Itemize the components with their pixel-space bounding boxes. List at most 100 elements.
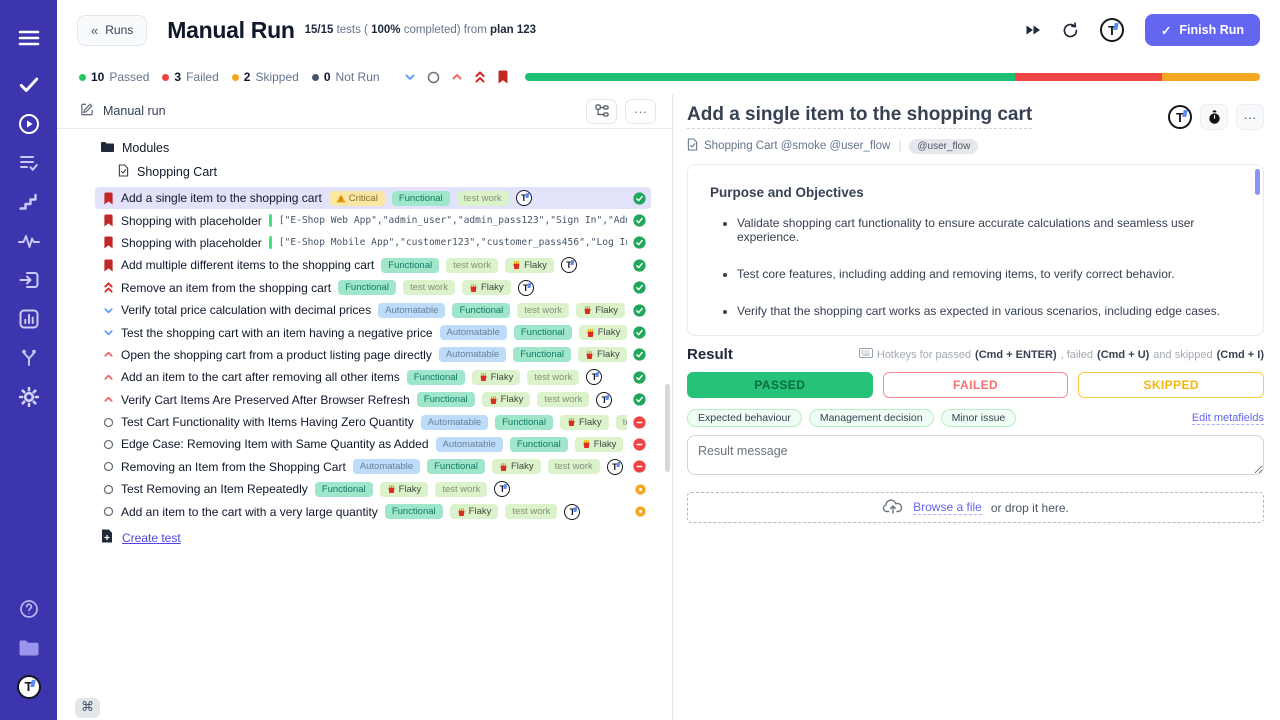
test-rows: Add a single item to the shopping cart Cr… [57,187,672,523]
detail-more-icon[interactable]: ··· [1236,104,1264,130]
tag-badge-functional: Functional [314,481,373,497]
assignee-avatar[interactable]: T [1168,105,1192,129]
edit-metafields-link[interactable]: Edit metafields [1191,411,1264,425]
circle-priority-icon [102,484,114,495]
hotkey-skipped: (Cmd + I) [1216,348,1264,361]
browse-file-link[interactable]: Browse a file [913,500,982,515]
status-passed-icon [633,326,646,339]
tree-header: Manual run ··· [57,94,672,129]
test-row[interactable]: Verify total price calculation with deci… [95,299,651,321]
projects-folder-icon[interactable] [0,628,57,667]
filter-bookmark-icon[interactable] [497,70,509,84]
finish-run-button[interactable]: ✓ Finish Run [1144,14,1260,46]
passed-button[interactable]: PASSED [687,372,873,398]
tag-badge-testwork: test work [456,190,509,206]
tag-badge-automatable: Automatable [420,414,489,430]
test-row[interactable]: Remove an item from the shopping cart Fun… [95,277,651,299]
stopwatch-icon[interactable] [1200,104,1228,130]
tag-badge-flaky: Flaky [471,369,521,385]
metafield-management-decision[interactable]: Management decision [808,409,934,427]
test-row[interactable]: Removing an Item from the Shopping Cart A… [95,456,651,478]
result-section: Result Hotkeys for passed (Cmd + ENTER) … [687,346,1265,523]
test-row[interactable]: Edge Case: Removing Item with Same Quant… [95,433,651,455]
metafield-minor-issue[interactable]: Minor issue [940,409,1017,427]
test-row[interactable]: Test Cart Functionality with Items Havin… [95,411,651,433]
tag-pill[interactable]: @user_flow [909,138,979,154]
status-passed-icon [633,304,646,317]
metafield-expected-behaviour[interactable]: Expected behaviour [687,409,802,427]
steps-icon[interactable] [0,182,57,221]
create-test-row[interactable]: Create test [57,529,672,548]
test-row[interactable]: Shopping with placeholder ["E-Shop Mobile… [95,232,651,254]
help-icon[interactable] [0,589,57,628]
passed-count: 10 [91,70,105,84]
user-logo[interactable]: T [1099,18,1124,42]
menu-icon[interactable] [0,18,57,57]
test-row[interactable]: Test the shopping cart with an item havi… [95,321,651,343]
filter-chevron-down-icon[interactable] [404,71,416,83]
file-dropzone[interactable]: Browse a file or drop it here. [687,492,1264,523]
filter-double-chevron-up-icon[interactable] [474,70,486,84]
description-bullet: Test core features, including adding and… [737,267,1241,281]
back-to-runs-button[interactable]: « Runs [77,14,148,46]
modules-node[interactable]: Modules [57,136,672,160]
page-header: « Runs Manual Run 15/15 tests ( 100% com… [57,0,1280,60]
plans-list-check-icon[interactable] [0,143,57,182]
test-row[interactable]: Add multiple different items to the shop… [95,254,651,276]
test-row-main: Add an item to the cart with a very larg… [102,503,629,520]
filter-circle-icon[interactable] [427,71,440,84]
run-summary: 15/15 tests ( 100% completed) from plan … [305,24,536,36]
file-check-icon [118,164,129,180]
test-row[interactable]: Shopping with placeholder ["E-Shop Web Ap… [95,209,651,231]
result-message-input[interactable] [687,435,1264,475]
test-row[interactable]: Verify Cart Items Are Preserved After Br… [95,389,651,411]
folder-icon [100,141,114,156]
stat-passed: 10 Passed [79,70,149,84]
suite-node-shopping-cart[interactable]: Shopping Cart [57,160,672,184]
skipped-button[interactable]: SKIPPED [1078,372,1265,398]
create-test-link[interactable]: Create test [122,531,181,546]
status-skipped-icon [635,506,646,517]
description-scrollbar-thumb[interactable] [1255,169,1260,195]
test-title: Add an item to the cart after removing a… [121,370,400,385]
tag-badge-functional: Functional [416,392,475,408]
import-icon[interactable] [0,260,57,299]
hotkeys-text: , failed [1060,348,1094,361]
tag-badge-automatable: Automatable [352,459,421,475]
fast-forward-icon[interactable] [1025,24,1041,36]
t-logo-icon: T [1099,18,1124,42]
tree-scrollbar-thumb[interactable] [665,384,670,472]
retry-timer-icon[interactable] [1062,21,1079,39]
test-row-main: Removing an Item from the Shopping Cart A… [102,458,627,475]
settings-gear-icon[interactable] [0,377,57,416]
tests-count: 15/15 [304,24,334,36]
filter-chevron-up-icon[interactable] [451,71,463,83]
test-row[interactable]: Add an item to the cart after removing a… [95,366,651,388]
test-row[interactable]: Open the shopping cart from a product li… [95,344,651,366]
progress-segment-skipped [1162,73,1260,81]
example-pipe-icon [268,236,272,250]
metafields-row: Expected behaviour Management decision M… [687,409,1264,427]
finish-run-label: Finish Run [1179,23,1244,37]
hotkeys-text: and skipped [1153,348,1213,361]
runs-play-icon[interactable] [0,104,57,143]
profile-logo[interactable]: T [0,667,57,706]
pulse-icon[interactable] [0,221,57,260]
tag-badge-testwork: test work [537,392,590,408]
test-row[interactable]: Test Removing an Item Repeatedly Function… [95,478,651,500]
failed-button[interactable]: FAILED [882,372,1069,398]
description-heading: Purpose and Objectives [710,185,864,200]
test-row[interactable]: Add an item to the cart with a very larg… [95,500,651,522]
summary-text-1: tests ( [333,24,372,36]
tree-structure-icon[interactable] [586,98,617,124]
analytics-chart-icon[interactable] [0,299,57,338]
test-title: Shopping with placeholder [121,235,262,250]
tree-more-icon[interactable]: ··· [625,98,656,124]
stats-bar: 10 Passed 3 Failed 2 Skipped 0 Not Run [57,60,1280,94]
detail-title[interactable]: Add a single item to the shopping cart [687,104,1033,129]
branches-icon[interactable] [0,338,57,377]
tests-check-icon[interactable] [0,65,57,104]
test-row[interactable]: Add a single item to the shopping cart Cr… [95,187,651,210]
command-key-badge[interactable]: ⌘ [75,698,100,718]
